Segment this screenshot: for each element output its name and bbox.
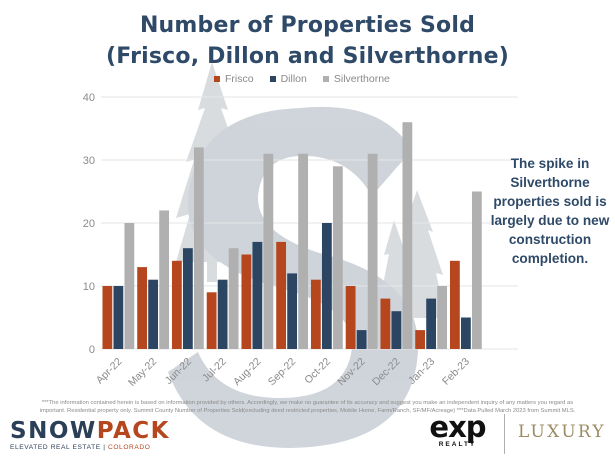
exp-logo-text: exp bbox=[429, 410, 486, 444]
bar-frisco bbox=[345, 286, 356, 349]
bar-frisco bbox=[310, 279, 321, 349]
exp-logo-subtext: REALTY bbox=[438, 441, 477, 448]
x-tick-label: May-22 bbox=[126, 356, 159, 389]
data-disclaimer: ***The information contained herein is b… bbox=[39, 400, 576, 415]
bar-dillon bbox=[321, 223, 332, 349]
bar-silverthorne bbox=[228, 248, 239, 349]
bar-silverthorne bbox=[263, 153, 274, 349]
bar-frisco bbox=[415, 330, 426, 349]
chart-title-line-2: (Frisco, Dillon and Silverthorne) bbox=[106, 44, 509, 69]
y-tick-label: 0 bbox=[89, 344, 95, 356]
bar-silverthorne bbox=[332, 166, 343, 349]
x-tick-label: Aug-22 bbox=[231, 356, 264, 389]
x-tick-label: Feb-23 bbox=[440, 356, 472, 388]
chart-title-line-1: Number of Properties Sold bbox=[139, 13, 476, 38]
bar-dillon bbox=[426, 298, 437, 349]
tagline-right: COLORADO bbox=[107, 444, 151, 451]
x-tick-label: Oct-22 bbox=[302, 356, 333, 387]
chart-annotation: The spike in Silverthorne properties sol… bbox=[490, 156, 610, 266]
tagline-left: ELEVATED REAL ESTATE | bbox=[10, 444, 108, 451]
bar-dillon bbox=[287, 273, 298, 349]
bar-dillon bbox=[182, 248, 193, 349]
bar-silverthorne bbox=[367, 153, 378, 349]
bar-dillon bbox=[391, 311, 402, 349]
bar-dillon bbox=[148, 279, 159, 349]
bar-frisco bbox=[276, 241, 287, 349]
bar-silverthorne bbox=[471, 191, 482, 349]
bar-silverthorne bbox=[159, 210, 170, 349]
luxury-logo: LUXURY bbox=[518, 422, 606, 442]
brand-snow: SNOW bbox=[10, 418, 97, 444]
logo-divider bbox=[504, 414, 505, 454]
bar-frisco bbox=[206, 292, 217, 349]
legend-swatch-silverthorne bbox=[322, 76, 329, 82]
bar-silverthorne bbox=[298, 153, 309, 349]
bar-dillon bbox=[460, 317, 471, 349]
bar-dillon bbox=[113, 286, 124, 349]
legend-label-silverthorne: Silverthorne bbox=[333, 73, 390, 85]
snowpack-logo: SNOWPACK ELEVATED REAL ESTATE | COLORADO bbox=[10, 419, 170, 451]
bar-dillon bbox=[217, 279, 228, 349]
bar-frisco bbox=[137, 267, 148, 349]
legend-item-silverthorne: Silverthorne bbox=[322, 73, 390, 85]
x-tick-label: Apr-22 bbox=[94, 356, 125, 387]
bar-dillon bbox=[252, 241, 263, 349]
bar-silverthorne bbox=[193, 147, 204, 349]
bar-frisco bbox=[102, 286, 113, 349]
y-tick-label: 30 bbox=[83, 155, 95, 167]
legend-item-frisco: Frisco bbox=[214, 73, 254, 85]
brand-pack: PACK bbox=[96, 418, 170, 444]
x-tick-label: Sep-22 bbox=[266, 356, 299, 389]
legend-swatch-dillon bbox=[269, 76, 276, 82]
bar-frisco bbox=[171, 260, 182, 349]
chart-legend: Frisco Dillon Silverthorne bbox=[214, 72, 406, 86]
legend-label-frisco: Frisco bbox=[225, 73, 254, 85]
y-tick-label: 10 bbox=[83, 281, 95, 293]
bar-silverthorne bbox=[124, 223, 135, 349]
legend-label-dillon: Dillon bbox=[280, 73, 307, 85]
bar-frisco bbox=[380, 298, 391, 349]
legend-item-dillon: Dillon bbox=[269, 73, 307, 85]
y-tick-label: 20 bbox=[83, 218, 95, 230]
bar-frisco bbox=[241, 254, 252, 349]
legend-swatch-frisco bbox=[214, 76, 220, 82]
y-tick-label: 40 bbox=[83, 92, 95, 104]
bar-silverthorne bbox=[437, 286, 448, 349]
bar-frisco bbox=[449, 260, 460, 349]
bar-silverthorne bbox=[402, 122, 413, 349]
bar-dillon bbox=[356, 330, 367, 349]
exp-realty-logo: exp REALTY bbox=[425, 412, 490, 448]
